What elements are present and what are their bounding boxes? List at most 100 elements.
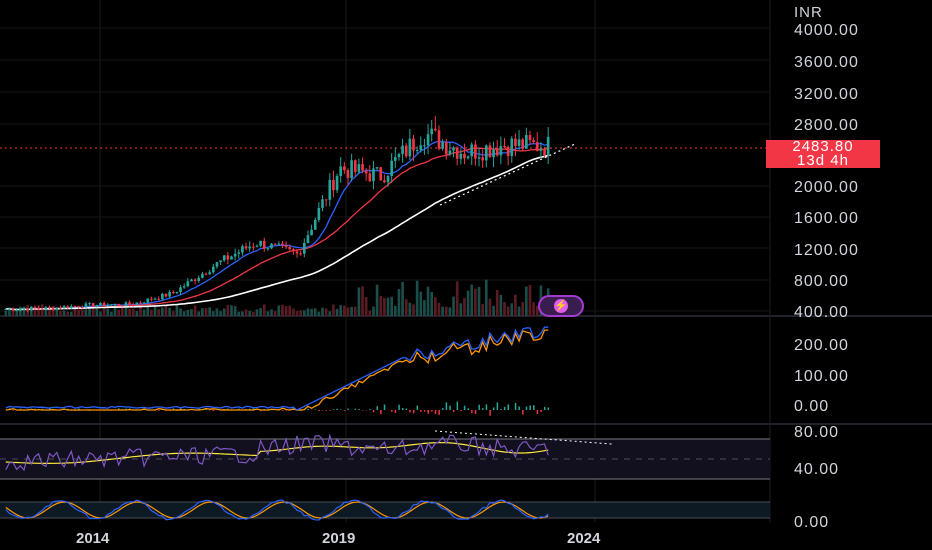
candlestick-series xyxy=(4,116,550,312)
volume-bar xyxy=(270,309,273,316)
volume-bar xyxy=(11,307,15,316)
volume-bar xyxy=(379,296,383,316)
macd-histogram-bar xyxy=(496,402,499,410)
macd-histogram-bar xyxy=(438,410,440,415)
macd-histogram-bar xyxy=(460,410,462,412)
rsi-axis[interactable]: 80.00 40.00 xyxy=(794,424,839,478)
candle-body xyxy=(390,160,393,177)
candle-body xyxy=(215,262,219,267)
volume-bar xyxy=(44,308,48,316)
last-price-tag: 2483.80 13d 4h xyxy=(766,139,880,168)
macd-pane[interactable] xyxy=(5,326,550,416)
candle-body xyxy=(292,249,295,252)
candle-body xyxy=(393,157,397,161)
candle-body xyxy=(142,302,146,304)
volume-bar xyxy=(15,308,19,316)
candle-body xyxy=(66,306,70,309)
volume-bar xyxy=(70,311,73,316)
volume-bar xyxy=(259,308,262,316)
y-tick: 40.00 xyxy=(794,461,839,478)
volume-bar xyxy=(441,306,444,316)
candle-body xyxy=(128,302,131,305)
candle-body xyxy=(335,176,339,191)
candle-body xyxy=(379,167,383,181)
candle-body xyxy=(419,145,423,151)
candle-body xyxy=(62,306,66,309)
candle-body xyxy=(434,128,437,131)
candle-body xyxy=(466,156,470,159)
candle-body xyxy=(26,308,29,311)
candle-body xyxy=(150,298,153,300)
volume-bar xyxy=(372,306,375,316)
candle-body xyxy=(244,246,248,249)
macd-histogram-bar xyxy=(463,405,466,410)
candle-body xyxy=(543,148,546,156)
volume-bar xyxy=(110,311,113,316)
volume-bar xyxy=(208,307,211,316)
candle-body xyxy=(33,307,37,309)
volume-bar xyxy=(521,302,525,316)
candle-body xyxy=(211,266,215,273)
moving-averages xyxy=(5,140,576,311)
candle-body xyxy=(343,166,346,171)
volume-bar xyxy=(499,294,503,316)
x-tick: 2019 xyxy=(322,530,355,547)
candle-body xyxy=(503,146,506,148)
candle-body xyxy=(19,308,22,310)
volume-bar xyxy=(284,306,288,316)
flash-button[interactable]: ⚡ xyxy=(538,295,584,317)
macd-axis[interactable]: 200.00 100.00 0.00 xyxy=(794,337,849,415)
price-axis[interactable]: 4000.00 3600.00 3200.00 2800.00 2000.00 … xyxy=(794,22,859,321)
volume-bar xyxy=(117,309,120,316)
candle-body xyxy=(277,243,281,245)
macd-histogram-bar xyxy=(325,410,328,411)
volume-bar xyxy=(219,311,222,316)
macd-histogram-bar xyxy=(369,409,371,410)
volume-bar xyxy=(466,290,470,316)
stochastic-axis[interactable]: 0.00 xyxy=(794,514,829,531)
macd-histogram-bar xyxy=(529,405,531,410)
macd-histogram-bar xyxy=(372,410,375,413)
volume-bar xyxy=(226,305,230,316)
volume-bar xyxy=(230,305,233,316)
candle-body xyxy=(102,302,106,307)
candle-body xyxy=(470,144,474,157)
macd-histogram-bar xyxy=(507,404,510,410)
candle-body xyxy=(517,139,521,146)
candle-body xyxy=(153,298,157,300)
stoch-d-line xyxy=(5,501,549,519)
volume-bar xyxy=(306,308,310,316)
candle-body xyxy=(77,306,80,308)
volume-bar xyxy=(51,306,55,316)
volume-bar xyxy=(139,304,142,316)
stochastic-pane[interactable] xyxy=(0,499,770,521)
candle-body xyxy=(492,149,495,158)
macd-histogram-bar xyxy=(376,406,378,410)
candle-body xyxy=(182,286,186,288)
candle-body xyxy=(499,146,503,156)
volume-bar xyxy=(364,297,368,316)
volume-bar xyxy=(481,304,484,316)
candle-body xyxy=(317,207,321,220)
volume-bar xyxy=(22,306,26,316)
volume-bar xyxy=(332,304,335,316)
macd-histogram-bar xyxy=(281,410,284,411)
candle-body xyxy=(255,245,259,247)
candle-body xyxy=(525,135,528,149)
candle-body xyxy=(372,168,375,182)
volume-bar xyxy=(66,311,70,316)
volume-bar xyxy=(313,308,317,316)
candle-body xyxy=(146,298,150,303)
macd-signal-line xyxy=(5,329,549,411)
candle-body xyxy=(528,135,532,141)
macd-histogram-bar xyxy=(452,410,455,413)
lightning-bolt-icon: ⚡ xyxy=(554,299,568,313)
candle-body xyxy=(299,253,302,255)
candle-body xyxy=(190,279,193,282)
volume-bar xyxy=(514,294,517,316)
time-axis[interactable]: 2014 2019 2024 xyxy=(76,530,601,547)
candle-body xyxy=(408,138,412,157)
rsi-pane[interactable] xyxy=(0,430,770,480)
volume-bar xyxy=(120,306,124,316)
